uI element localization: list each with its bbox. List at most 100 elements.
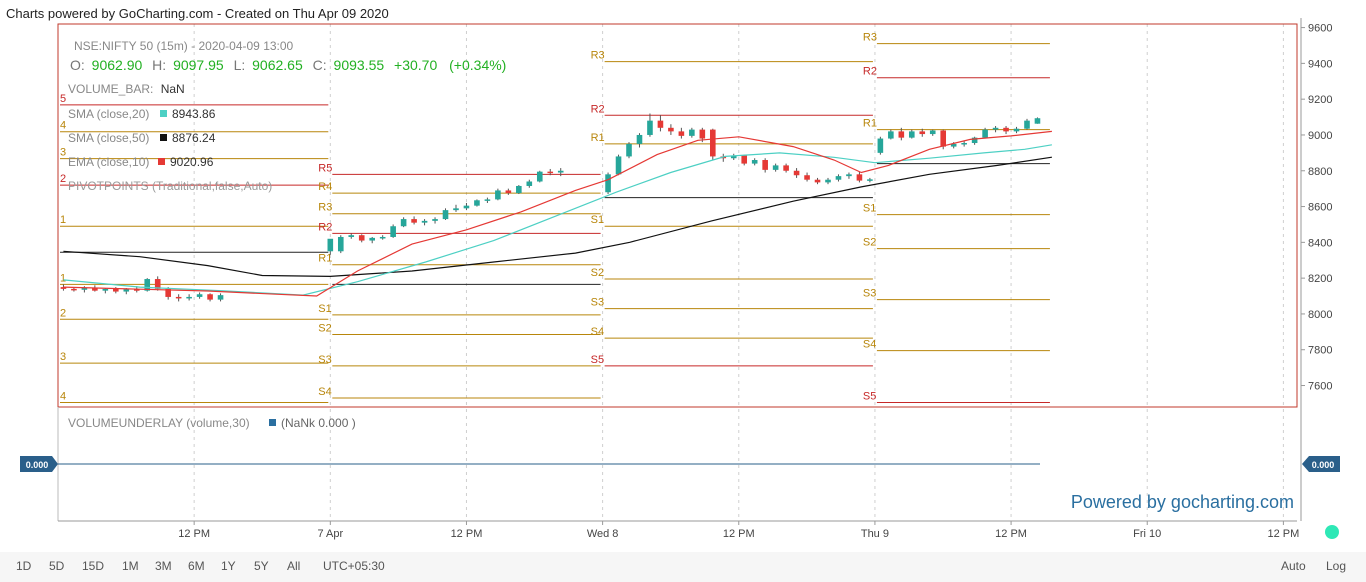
candle-body [919,131,926,135]
legend-sma20[interactable]: SMA (close,20) 8943.86 [68,107,216,121]
candle-body [668,127,674,132]
x-tick-label: Wed 8 [587,528,619,540]
candle-body [793,170,800,176]
candle-body [888,131,894,139]
candle-body [102,288,109,291]
candle-body [1034,118,1041,124]
range-button-1d[interactable]: 1D [16,559,32,573]
y-tick-label: 7800 [1308,345,1332,357]
candle-body [992,127,999,130]
pivot-level-label: S2 [863,237,876,249]
candle-body [81,287,88,290]
range-button-all[interactable]: All [287,559,301,573]
legend-change: +30.70 [394,57,437,73]
candle-body [123,289,130,292]
volume-underlay-label: VOLUMEUNDERLAY (volume,30) [68,416,250,430]
range-button-1y[interactable]: 1Y [221,559,236,573]
legend-o-label: O: [70,57,85,73]
candle-body [463,205,470,209]
pivot-level-label: R1 [863,118,877,130]
sma20-swatch [160,110,167,117]
pivot-level-label: S3 [863,288,876,300]
legend-pivots[interactable]: PIVOTPOINTS (Traditional,false,Auto) [68,179,272,193]
price-axis[interactable]: 7600 7800 8000 8200 8400 8600 8800 9000 9200 9400… [1300,18,1332,521]
x-tick-label: Thu 9 [861,528,889,540]
pivot-level-label: R3 [318,202,332,214]
y-tick-label: 9600 [1308,23,1332,35]
x-tick-label: 12 PM [995,528,1027,540]
bottom-toolbar [0,552,1366,582]
candle-body [358,235,365,241]
candle-body [495,190,501,200]
pivot-level-label: 1 [60,272,66,284]
pivot-level-label: R5 [318,162,332,174]
candle-body [982,129,988,138]
candle-body [814,179,821,183]
candle-body [133,289,140,291]
candle-body [657,120,664,128]
candle-body [615,156,622,175]
legend-c-value: 9093.55 [334,57,385,73]
pivot-level-label: S4 [591,326,604,338]
log-scale-button[interactable]: Log [1326,559,1347,573]
grid [193,24,1284,521]
y-tick-label: 8200 [1308,273,1332,285]
pivot-lines: 5 4 3 2 1 1 2 3 4 R5 R4 R3 R2 R1 S1 S2 S3 S4 R3 R2 R1 S1 S2 S3 S… [60,32,1050,404]
range-button-15d[interactable]: 15D [82,559,105,573]
auto-scale-button[interactable]: Auto [1281,559,1306,573]
pivot-level-label: R2 [318,221,332,233]
legend-change-pct: (+0.34%) [449,57,506,73]
sma50-line [63,156,1052,278]
x-tick-label: 12 PM [723,528,755,540]
candle-body [557,170,564,173]
timezone-button[interactable]: UTC+05:30 [323,559,385,573]
legend-ema10[interactable]: EMA (close,10) 9020.96 [68,155,214,169]
legend-volume-underlay[interactable]: VOLUMEUNDERLAY (volume,30) [68,416,250,430]
price-pane-border [57,23,1298,408]
range-button-6m[interactable]: 6M [188,559,205,573]
volume-underlay-value: (NaNk 0.000 ) [281,416,356,430]
pivot-level-label: R2 [591,103,605,115]
candle-body [442,210,449,220]
legend-o-value: 9062.90 [92,57,143,73]
candle-body [71,288,77,291]
legend-symbol: NSE:NIFTY 50 (15m) - 2020-04-09 13:00 [74,39,294,53]
y-tick-label: 7600 [1308,381,1332,393]
candle-body [605,174,611,193]
range-button-3m[interactable]: 3M [155,559,172,573]
pivot-level-label: 2 [60,307,66,319]
time-axis[interactable]: 12 PM 7 Apr 12 PM Wed 8 12 PM Thu 9 12 PM Fri 1… [58,520,1299,540]
legend-sma20-label: SMA (close,20) [68,107,149,121]
candle-body [175,296,182,299]
candle-body [950,143,957,147]
legend-sma50[interactable]: SMA (close,50) 8876.24 [68,131,216,145]
range-button-5y[interactable]: 5Y [254,559,269,573]
range-button-5d[interactable]: 5D [49,559,65,573]
candle-body [217,295,224,300]
moving-averages [63,130,1052,297]
pivot-level-label: R1 [591,132,605,144]
candle-body [971,137,978,144]
y-tick-label: 8400 [1308,237,1332,249]
x-tick-label: 12 PM [178,528,210,540]
legend-ema10-value: 9020.96 [170,155,214,169]
x-tick-label: 7 Apr [317,528,343,540]
pivot-level-label: 3 [60,147,66,159]
legend-sma20-value: 8943.86 [172,107,216,121]
pivot-level-label: S4 [318,386,331,398]
pivot-level-label: 4 [60,391,66,403]
candle-body [92,287,98,291]
candle-body [113,288,119,292]
candle-body [898,131,905,138]
watermark: Powered by gocharting.com [1071,492,1294,512]
candle-body [678,131,685,136]
candle-body [825,179,831,183]
legend-h-label: H: [152,57,166,73]
candle-body [689,129,695,136]
pivot-level-label: S3 [318,354,331,366]
range-button-1m[interactable]: 1M [122,559,139,573]
candles [60,113,1041,302]
candle-body [846,174,852,177]
y-tick-label: 9400 [1308,58,1332,70]
